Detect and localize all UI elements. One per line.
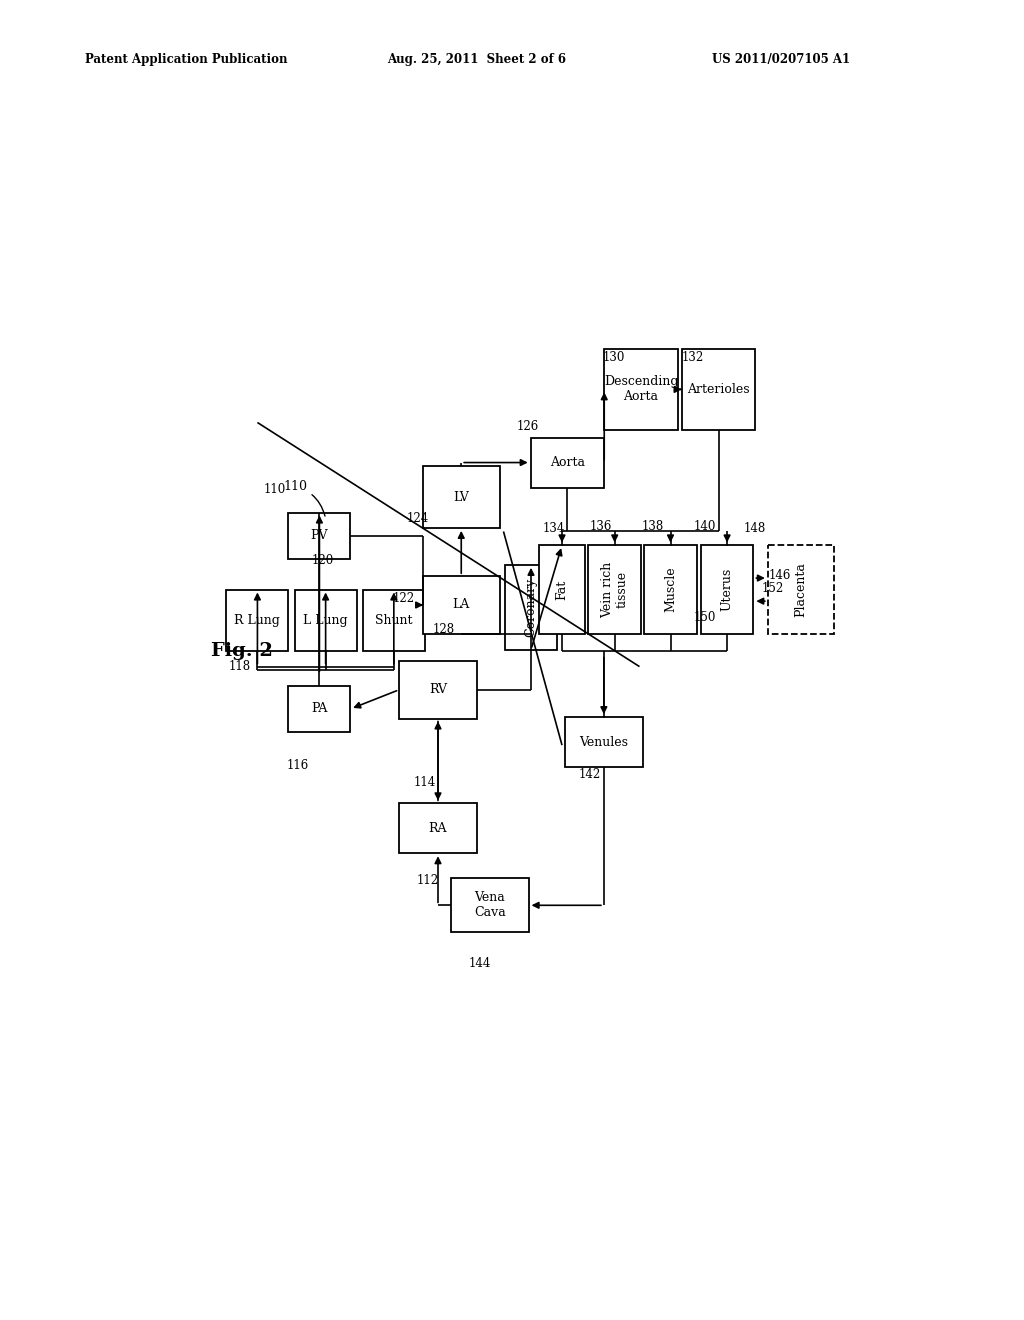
Text: Aug. 25, 2011  Sheet 2 of 6: Aug. 25, 2011 Sheet 2 of 6 (387, 53, 566, 66)
Text: 116: 116 (287, 759, 309, 772)
Text: Placenta: Placenta (795, 562, 807, 616)
Bar (505, 565, 557, 649)
Bar (565, 717, 643, 767)
Text: R Lung: R Lung (234, 614, 281, 627)
Text: RV: RV (429, 684, 447, 696)
Bar (226, 590, 289, 651)
Bar (604, 348, 678, 430)
Bar (539, 545, 586, 634)
Text: 150: 150 (693, 611, 716, 624)
Text: 144: 144 (469, 957, 492, 970)
Text: 140: 140 (693, 520, 716, 533)
Bar (530, 437, 604, 487)
Text: PV: PV (310, 529, 328, 543)
Text: Fat: Fat (555, 579, 568, 599)
Text: Uterus: Uterus (721, 568, 733, 611)
Text: Shunt: Shunt (375, 614, 413, 627)
Text: 152: 152 (762, 582, 784, 594)
Text: 110: 110 (283, 479, 325, 516)
Text: 128: 128 (432, 623, 455, 636)
Bar (423, 576, 500, 634)
Bar (362, 590, 425, 651)
Text: 138: 138 (642, 520, 665, 533)
Text: Vena
Cava: Vena Cava (474, 891, 506, 919)
Text: 130: 130 (603, 351, 626, 363)
Text: Descending
Aorta: Descending Aorta (604, 375, 678, 404)
Text: 122: 122 (393, 593, 415, 606)
Text: 136: 136 (590, 520, 612, 533)
Bar (289, 512, 350, 558)
Text: LV: LV (454, 491, 469, 504)
Text: Aorta: Aorta (550, 455, 585, 469)
Text: Muscle: Muscle (664, 566, 677, 612)
Text: 132: 132 (681, 351, 703, 363)
Text: 112: 112 (417, 874, 439, 887)
Bar (423, 466, 500, 528)
Bar (289, 686, 350, 733)
Bar (295, 590, 356, 651)
Text: 142: 142 (579, 768, 601, 781)
Bar (682, 348, 756, 430)
Bar (644, 545, 697, 634)
Text: 120: 120 (311, 554, 334, 566)
Bar (700, 545, 754, 634)
Text: 146: 146 (768, 569, 791, 582)
Bar (399, 804, 477, 853)
Text: LA: LA (453, 598, 470, 611)
Text: Patent Application Publication: Patent Application Publication (85, 53, 288, 66)
Bar (589, 545, 641, 634)
Text: 148: 148 (743, 521, 766, 535)
Text: RA: RA (429, 822, 447, 834)
Text: Vein rich
tissue: Vein rich tissue (601, 561, 629, 618)
Text: Coronary: Coronary (524, 578, 538, 638)
Text: 126: 126 (517, 420, 540, 433)
Text: 118: 118 (228, 660, 251, 673)
Text: Arterioles: Arterioles (687, 383, 750, 396)
Bar (768, 545, 834, 634)
Text: Venules: Venules (580, 735, 629, 748)
Text: Fig. 2: Fig. 2 (211, 643, 272, 660)
Text: L Lung: L Lung (303, 614, 348, 627)
Text: 114: 114 (414, 776, 435, 788)
Bar (399, 661, 477, 718)
Text: 134: 134 (543, 521, 565, 535)
Text: US 2011/0207105 A1: US 2011/0207105 A1 (712, 53, 850, 66)
Text: PA: PA (311, 702, 328, 715)
Text: 124: 124 (407, 512, 429, 525)
Text: 110: 110 (263, 483, 286, 496)
Bar (452, 878, 528, 932)
